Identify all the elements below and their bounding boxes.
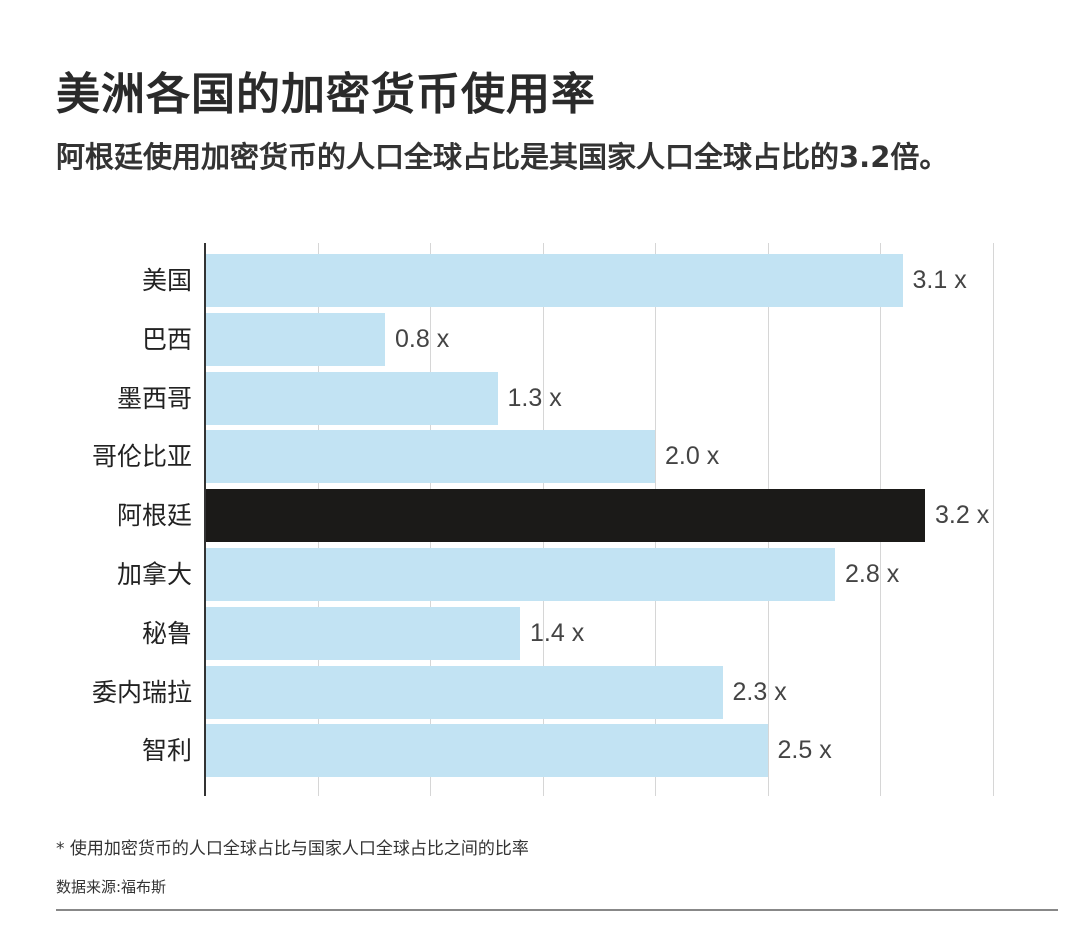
- bar: [206, 371, 498, 425]
- footnote: * 使用加密货币的人口全球占比与国家人口全球占比之间的比率: [56, 839, 529, 859]
- value-label: 2.8 x: [845, 560, 900, 588]
- value-label: 3.1 x: [912, 266, 967, 294]
- category-label: 加拿大: [116, 560, 192, 589]
- chart-subtitle: 阿根廷使用加密货币的人口全球占比是其国家人口全球占比的3.2倍。: [56, 140, 949, 174]
- value-label: 1.4 x: [530, 618, 585, 647]
- category-label: 智利: [141, 736, 192, 766]
- bar: [206, 254, 903, 307]
- value-label: 2.0 x: [665, 442, 720, 471]
- category-label: 墨西哥: [116, 383, 192, 413]
- bar: [206, 430, 655, 484]
- gridline: [992, 243, 994, 796]
- category-label: 阿根廷: [116, 501, 192, 531]
- category-label: 哥伦比亚: [91, 442, 192, 472]
- data-source: 数据来源:福布斯: [56, 878, 167, 896]
- bottom-divider: [56, 909, 1058, 911]
- value-label: 0.8 x: [395, 324, 450, 353]
- value-label: 1.3 x: [507, 383, 562, 412]
- value-label: 3.2 x: [935, 501, 990, 530]
- category-label: 秘鲁: [141, 618, 192, 648]
- category-label: 美国: [141, 266, 192, 295]
- bar: [206, 548, 835, 601]
- y-axis-line: [204, 243, 206, 796]
- bar: [206, 489, 925, 543]
- bar: [206, 312, 385, 366]
- bar: [206, 606, 520, 660]
- bar: [206, 665, 723, 719]
- bar: [206, 724, 768, 778]
- category-label: 委内瑞拉: [91, 677, 192, 707]
- value-label: 2.3 x: [732, 677, 787, 706]
- chart-title: 美洲各国的加密货币使用率: [56, 69, 596, 120]
- category-label: 巴西: [141, 324, 192, 354]
- value-label: 2.5 x: [777, 736, 832, 765]
